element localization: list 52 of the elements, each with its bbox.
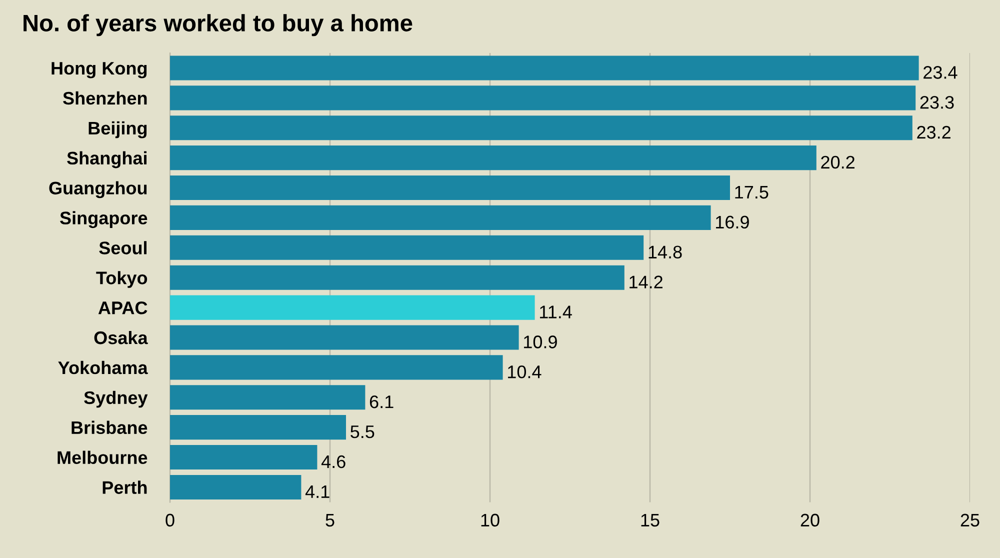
data-label: 16.9 bbox=[716, 216, 749, 229]
x-tick-label: 10 bbox=[481, 514, 500, 527]
y-tick-label: Shanghai bbox=[67, 151, 147, 168]
y-tick-label: Tokyo bbox=[96, 271, 148, 288]
bar bbox=[170, 146, 816, 170]
bar bbox=[170, 86, 916, 110]
y-tick-label: Sydney bbox=[84, 390, 148, 408]
y-tick-label: Guangzhou bbox=[49, 181, 147, 198]
data-label: 23.4 bbox=[924, 66, 958, 79]
data-label: 4.1 bbox=[305, 485, 330, 498]
data-label: 5.5 bbox=[350, 426, 374, 438]
data-label: 23.3 bbox=[920, 96, 954, 109]
data-label: 10.9 bbox=[524, 336, 557, 348]
bar bbox=[170, 355, 503, 380]
y-tick-label: Beijing bbox=[88, 121, 147, 138]
x-tick-label: 5 bbox=[326, 514, 334, 527]
bar bbox=[170, 325, 519, 350]
x-tick-label: 25 bbox=[960, 514, 980, 527]
bar bbox=[170, 116, 912, 140]
bar bbox=[170, 385, 366, 410]
bar bbox=[170, 235, 644, 260]
data-label: 14.8 bbox=[648, 246, 682, 258]
bar bbox=[170, 445, 318, 470]
bar bbox=[170, 474, 302, 500]
y-tick-label: Hong Kong bbox=[52, 62, 147, 78]
data-label: 23.2 bbox=[917, 126, 950, 139]
y-tick-label: APAC bbox=[98, 301, 148, 314]
data-label: 10.4 bbox=[508, 365, 542, 378]
y-tick-label: Osaka bbox=[94, 330, 148, 344]
data-label: 14.2 bbox=[630, 276, 662, 288]
y-tick-label: Shenzhen bbox=[63, 91, 147, 105]
y-tick-label: Brisbane bbox=[72, 420, 148, 434]
bar bbox=[170, 295, 535, 320]
y-tick-label: Singapore bbox=[60, 211, 148, 228]
x-tick-label: 20 bbox=[800, 514, 820, 527]
bar bbox=[170, 415, 346, 440]
y-tick-label: Perth bbox=[102, 480, 147, 494]
data-label: 20.2 bbox=[821, 156, 854, 169]
y-tick-label: Seoul bbox=[99, 241, 146, 254]
x-tick-label: 15 bbox=[641, 514, 660, 527]
data-label: 4.6 bbox=[321, 455, 346, 468]
y-tick-label: Melbourne bbox=[58, 450, 148, 464]
bar bbox=[170, 56, 919, 80]
bar bbox=[170, 175, 730, 200]
data-label: 11.4 bbox=[540, 306, 572, 318]
data-label: 17.5 bbox=[735, 186, 768, 199]
bar bbox=[170, 265, 624, 290]
x-tick-label: 0 bbox=[166, 514, 174, 527]
bar bbox=[170, 205, 711, 230]
chart-title: No. of years worked to buy a home bbox=[24, 14, 412, 36]
y-tick-label: Yokohama bbox=[58, 360, 148, 374]
data-label: 6.1 bbox=[370, 395, 394, 408]
